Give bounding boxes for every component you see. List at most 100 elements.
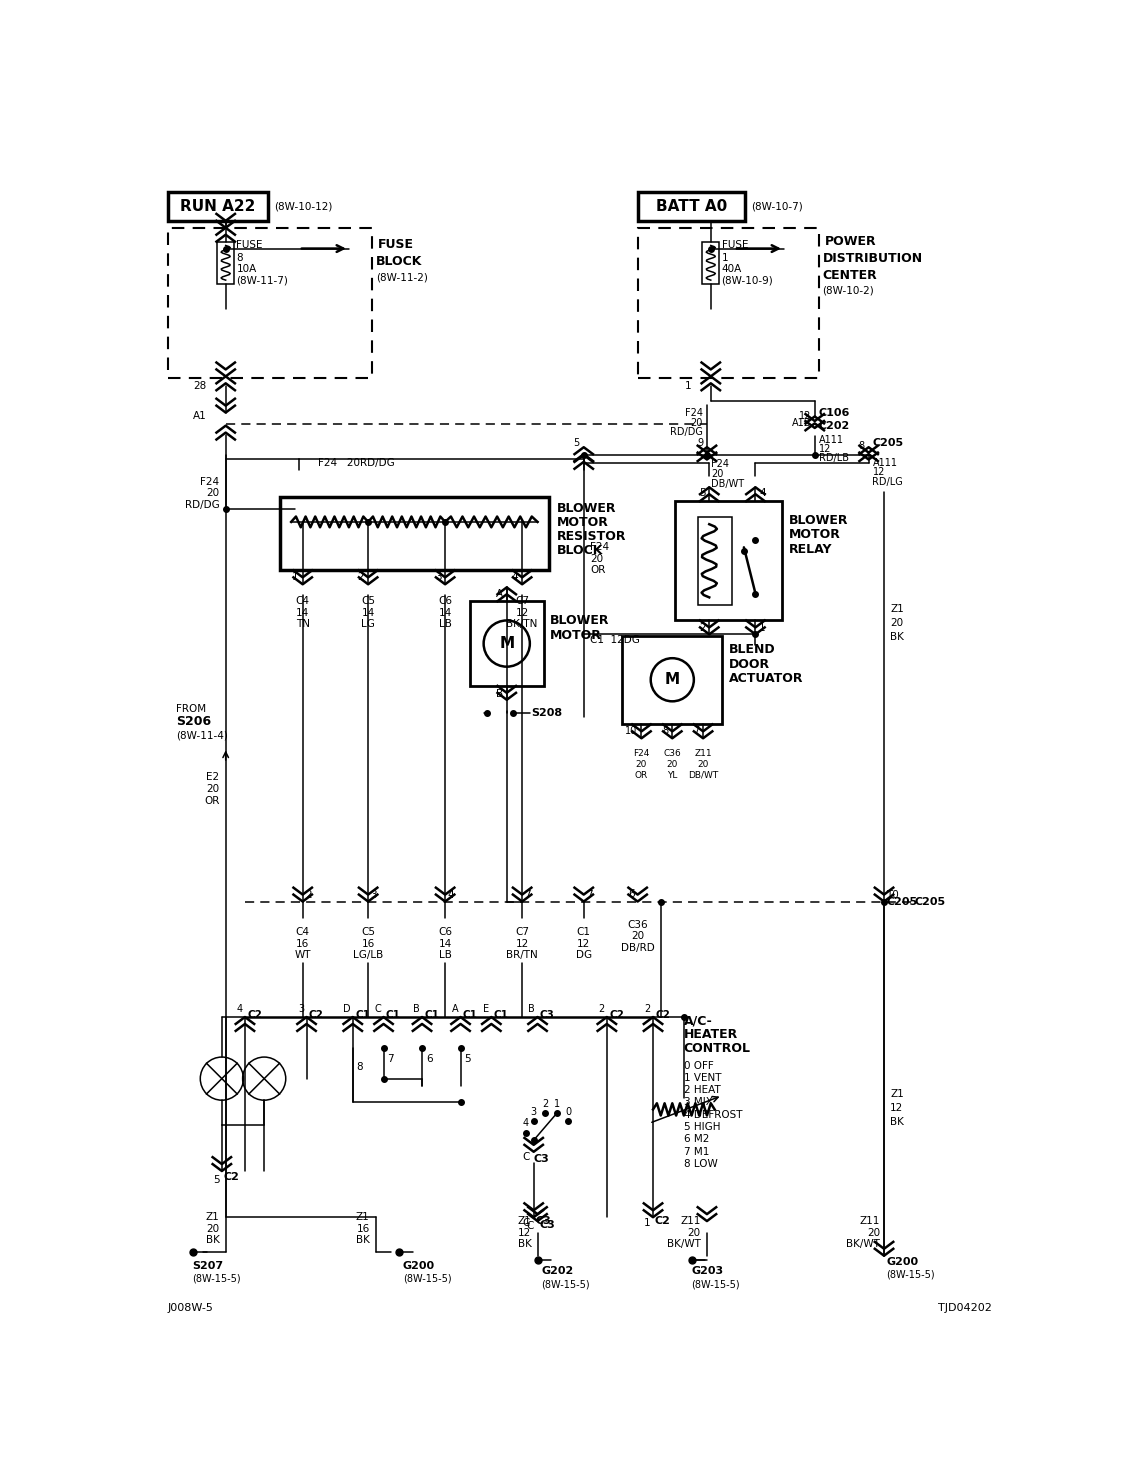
Text: 8: 8 — [662, 726, 668, 736]
Bar — [623, 635, 722, 724]
Text: 1: 1 — [644, 1219, 651, 1228]
Text: 20: 20 — [207, 1223, 219, 1234]
Text: 2: 2 — [358, 572, 365, 582]
Text: 40A: 40A — [721, 264, 742, 274]
Text: F24: F24 — [711, 459, 729, 469]
Text: BK: BK — [356, 1235, 369, 1246]
Text: Z1: Z1 — [891, 604, 904, 615]
Text: BLOCK: BLOCK — [376, 255, 423, 268]
Text: 14: 14 — [438, 607, 452, 618]
Text: A1: A1 — [193, 412, 207, 422]
Text: 10: 10 — [626, 726, 637, 736]
Text: (8W-15-5): (8W-15-5) — [886, 1271, 935, 1280]
Text: RELAY: RELAY — [788, 544, 832, 557]
Text: 20: 20 — [691, 418, 703, 428]
Text: C205: C205 — [914, 896, 946, 906]
Text: FUSE: FUSE — [721, 240, 749, 250]
Text: 4: 4 — [448, 890, 454, 900]
Text: A: A — [495, 588, 503, 598]
Bar — [675, 501, 783, 621]
Text: 12: 12 — [799, 412, 811, 422]
Text: 4: 4 — [511, 572, 518, 582]
Text: Z1: Z1 — [518, 1216, 532, 1226]
Text: 20: 20 — [867, 1228, 880, 1238]
Text: F24: F24 — [590, 542, 609, 552]
Text: 8: 8 — [357, 1062, 364, 1072]
Text: RD/DG: RD/DG — [185, 501, 219, 509]
Text: C: C — [523, 1152, 529, 1163]
Text: Z11: Z11 — [680, 1216, 701, 1226]
Text: DB/WT: DB/WT — [688, 770, 718, 779]
Text: RD/LB: RD/LB — [819, 453, 849, 464]
Text: 20: 20 — [711, 469, 724, 480]
Text: 14: 14 — [296, 607, 309, 618]
Text: 20: 20 — [207, 489, 219, 499]
Text: BLOCK: BLOCK — [557, 544, 603, 557]
Text: TN: TN — [295, 619, 310, 629]
Text: C4: C4 — [295, 927, 310, 937]
Text: 2: 2 — [599, 1004, 604, 1014]
Text: B: B — [495, 689, 503, 699]
Text: DOOR: DOOR — [728, 658, 769, 671]
Bar — [698, 517, 733, 606]
Text: S208: S208 — [532, 708, 562, 718]
Text: T0: T0 — [886, 890, 899, 900]
Text: 8: 8 — [859, 441, 864, 450]
Text: 6: 6 — [426, 1054, 433, 1065]
Text: C4: C4 — [295, 597, 310, 606]
Text: A/C-: A/C- — [684, 1014, 712, 1028]
Text: 8: 8 — [236, 253, 243, 262]
Text: 20: 20 — [632, 932, 644, 940]
Text: C2: C2 — [654, 1216, 670, 1226]
Text: C3: C3 — [534, 1155, 550, 1164]
Bar — [279, 498, 549, 570]
Text: C202: C202 — [819, 422, 850, 431]
Text: 4: 4 — [523, 1118, 529, 1129]
Text: RESISTOR: RESISTOR — [557, 530, 626, 544]
Text: BK/TN: BK/TN — [507, 619, 537, 629]
Text: C6: C6 — [438, 927, 452, 937]
Text: BLOWER: BLOWER — [557, 502, 617, 515]
Text: M: M — [499, 635, 515, 652]
Text: C1: C1 — [386, 1010, 401, 1020]
Text: C205: C205 — [872, 438, 903, 449]
Text: A111: A111 — [819, 434, 844, 444]
Text: LG/LB: LG/LB — [353, 951, 383, 960]
Text: 3: 3 — [531, 1106, 536, 1117]
Text: 7: 7 — [387, 1054, 394, 1065]
Text: 1: 1 — [721, 253, 728, 262]
Text: S207: S207 — [193, 1260, 224, 1271]
Text: OR: OR — [590, 566, 605, 576]
Text: 4: 4 — [236, 1004, 243, 1014]
Text: 1: 1 — [292, 572, 299, 582]
Text: 7 M1: 7 M1 — [684, 1146, 709, 1157]
Text: F24: F24 — [200, 477, 219, 487]
Text: (8W-10-9): (8W-10-9) — [721, 275, 774, 286]
Text: 4: 4 — [759, 489, 766, 499]
Text: J008W-5: J008W-5 — [168, 1303, 214, 1314]
Text: MOTOR: MOTOR — [550, 628, 602, 641]
Text: 12: 12 — [872, 467, 885, 477]
Bar — [702, 241, 719, 284]
Text: 12: 12 — [516, 607, 528, 618]
Text: C1  12DG: C1 12DG — [590, 635, 640, 646]
Text: 0: 0 — [566, 1106, 571, 1117]
Text: 12: 12 — [819, 444, 830, 453]
Text: 12: 12 — [891, 1103, 903, 1112]
Text: C1: C1 — [425, 1010, 440, 1020]
Text: G203: G203 — [692, 1266, 724, 1277]
Text: Z1: Z1 — [356, 1213, 369, 1222]
Text: BLOWER: BLOWER — [550, 615, 609, 626]
Text: (8W-10-2): (8W-10-2) — [822, 286, 875, 296]
Text: 12: 12 — [577, 939, 591, 949]
Text: POWER: POWER — [825, 235, 876, 249]
Text: FROM: FROM — [176, 703, 206, 714]
Text: C: C — [375, 1004, 382, 1014]
Bar — [168, 191, 268, 221]
Text: B: B — [528, 1004, 535, 1014]
Text: (8W-11-7): (8W-11-7) — [236, 275, 289, 286]
Text: (8W-11-2): (8W-11-2) — [376, 273, 428, 283]
Bar — [470, 601, 544, 686]
Text: 16: 16 — [296, 939, 309, 949]
Text: F24: F24 — [633, 749, 650, 758]
